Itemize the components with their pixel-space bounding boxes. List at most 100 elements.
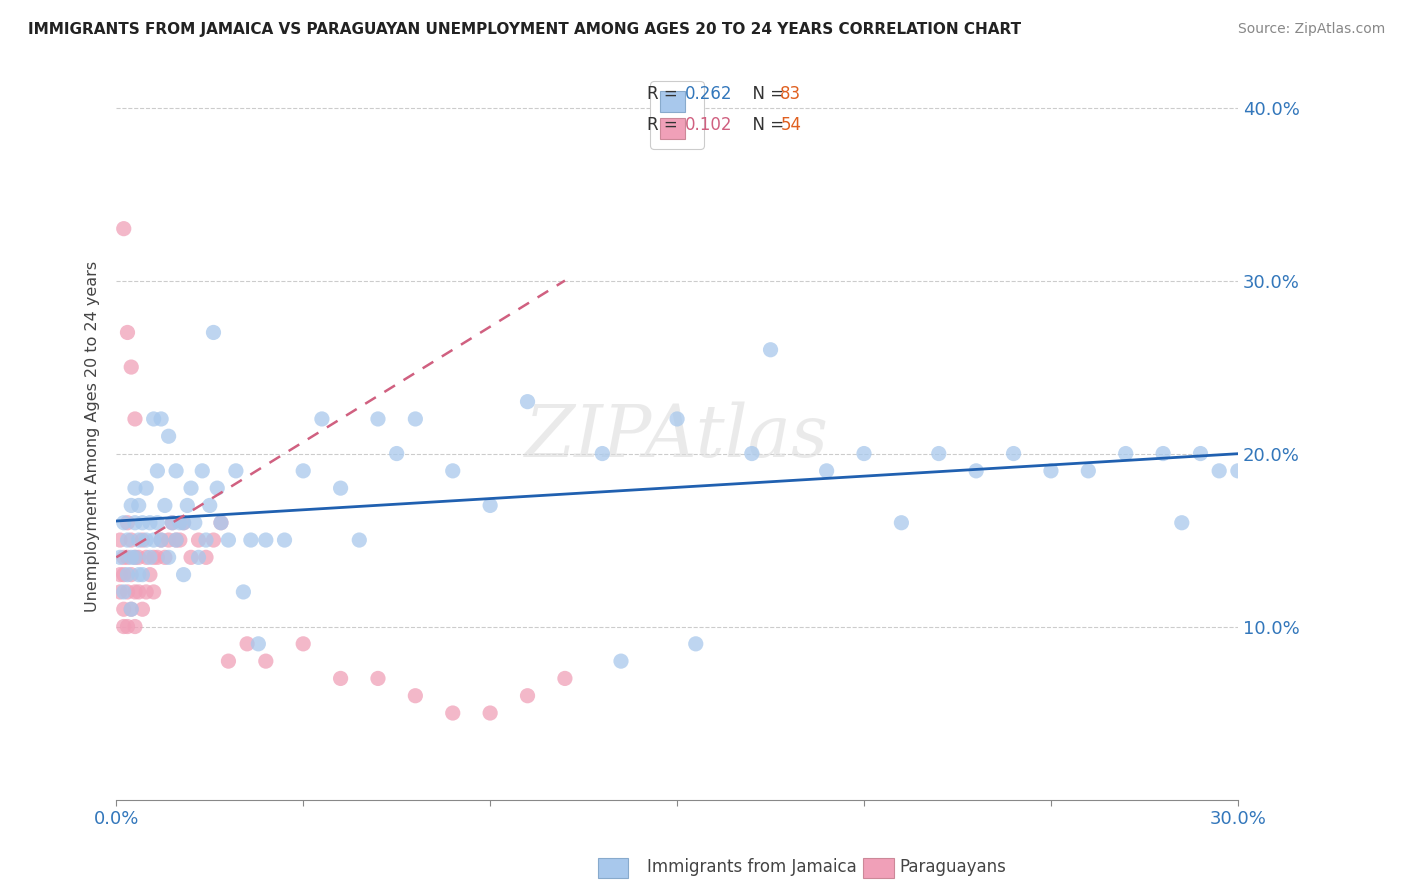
Point	[124, 550, 146, 565]
Point	[117, 533, 139, 547]
Point	[150, 412, 173, 426]
Point	[247, 637, 270, 651]
Point	[516, 394, 538, 409]
Point	[591, 446, 613, 460]
Point	[142, 412, 165, 426]
Point	[117, 567, 139, 582]
Point	[254, 654, 277, 668]
Point	[112, 516, 135, 530]
Point	[209, 516, 232, 530]
Point	[741, 446, 763, 460]
Point	[1208, 464, 1230, 478]
Text: 0.262: 0.262	[685, 85, 733, 103]
Point	[135, 533, 157, 547]
Point	[142, 550, 165, 565]
Point	[117, 619, 139, 633]
Point	[117, 326, 139, 340]
Point	[142, 585, 165, 599]
Point	[165, 533, 187, 547]
Point	[441, 706, 464, 720]
Point	[441, 464, 464, 478]
Point	[128, 533, 150, 547]
Point	[928, 446, 950, 460]
Point	[131, 533, 153, 547]
Point	[187, 533, 209, 547]
Point	[311, 412, 333, 426]
Point	[120, 359, 142, 374]
Point	[173, 516, 195, 530]
Legend: , : ,	[651, 81, 704, 149]
Point	[173, 567, 195, 582]
Text: 0.102: 0.102	[685, 116, 733, 134]
Point	[117, 585, 139, 599]
Point	[131, 516, 153, 530]
Point	[236, 637, 259, 651]
Point	[205, 481, 228, 495]
Text: Immigrants from Jamaica: Immigrants from Jamaica	[647, 858, 856, 876]
Point	[135, 481, 157, 495]
Point	[202, 326, 225, 340]
Point	[112, 550, 135, 565]
Point	[128, 585, 150, 599]
Point	[176, 499, 198, 513]
Point	[112, 602, 135, 616]
Text: R =: R =	[647, 85, 683, 103]
Point	[139, 567, 162, 582]
Point	[1246, 446, 1268, 460]
Text: ZIPAtlas: ZIPAtlas	[524, 401, 830, 472]
Point	[404, 412, 426, 426]
Point	[890, 516, 912, 530]
Point	[153, 499, 176, 513]
Text: IMMIGRANTS FROM JAMAICA VS PARAGUAYAN UNEMPLOYMENT AMONG AGES 20 TO 24 YEARS COR: IMMIGRANTS FROM JAMAICA VS PARAGUAYAN UN…	[28, 22, 1021, 37]
Point	[150, 533, 173, 547]
Text: Source: ZipAtlas.com: Source: ZipAtlas.com	[1237, 22, 1385, 37]
Point	[367, 672, 389, 686]
Point	[404, 689, 426, 703]
Point	[142, 533, 165, 547]
Point	[209, 516, 232, 530]
Point	[135, 585, 157, 599]
Point	[610, 654, 633, 668]
Point	[162, 516, 184, 530]
Point	[191, 464, 214, 478]
Point	[108, 567, 131, 582]
Point	[146, 464, 169, 478]
Point	[146, 516, 169, 530]
Text: N =: N =	[742, 85, 790, 103]
Point	[108, 585, 131, 599]
Point	[124, 619, 146, 633]
Point	[292, 464, 315, 478]
Text: 83: 83	[780, 85, 801, 103]
Point	[180, 550, 202, 565]
Text: Paraguayans: Paraguayans	[900, 858, 1007, 876]
Point	[965, 464, 987, 478]
Point	[1077, 464, 1099, 478]
Point	[135, 550, 157, 565]
Point	[853, 446, 876, 460]
Point	[329, 481, 352, 495]
Point	[131, 567, 153, 582]
Point	[169, 533, 191, 547]
Point	[128, 550, 150, 565]
Point	[479, 706, 502, 720]
Point	[139, 516, 162, 530]
Point	[112, 567, 135, 582]
Point	[120, 602, 142, 616]
Point	[1039, 464, 1062, 478]
Point	[165, 533, 187, 547]
Point	[128, 499, 150, 513]
Point	[157, 429, 180, 443]
Point	[195, 533, 218, 547]
Point	[120, 602, 142, 616]
Point	[184, 516, 207, 530]
Point	[217, 533, 239, 547]
Point	[385, 446, 408, 460]
Point	[254, 533, 277, 547]
Point	[225, 464, 247, 478]
Point	[1189, 446, 1212, 460]
Point	[685, 637, 707, 651]
Point	[112, 221, 135, 235]
Point	[112, 619, 135, 633]
Point	[180, 481, 202, 495]
Point	[124, 585, 146, 599]
